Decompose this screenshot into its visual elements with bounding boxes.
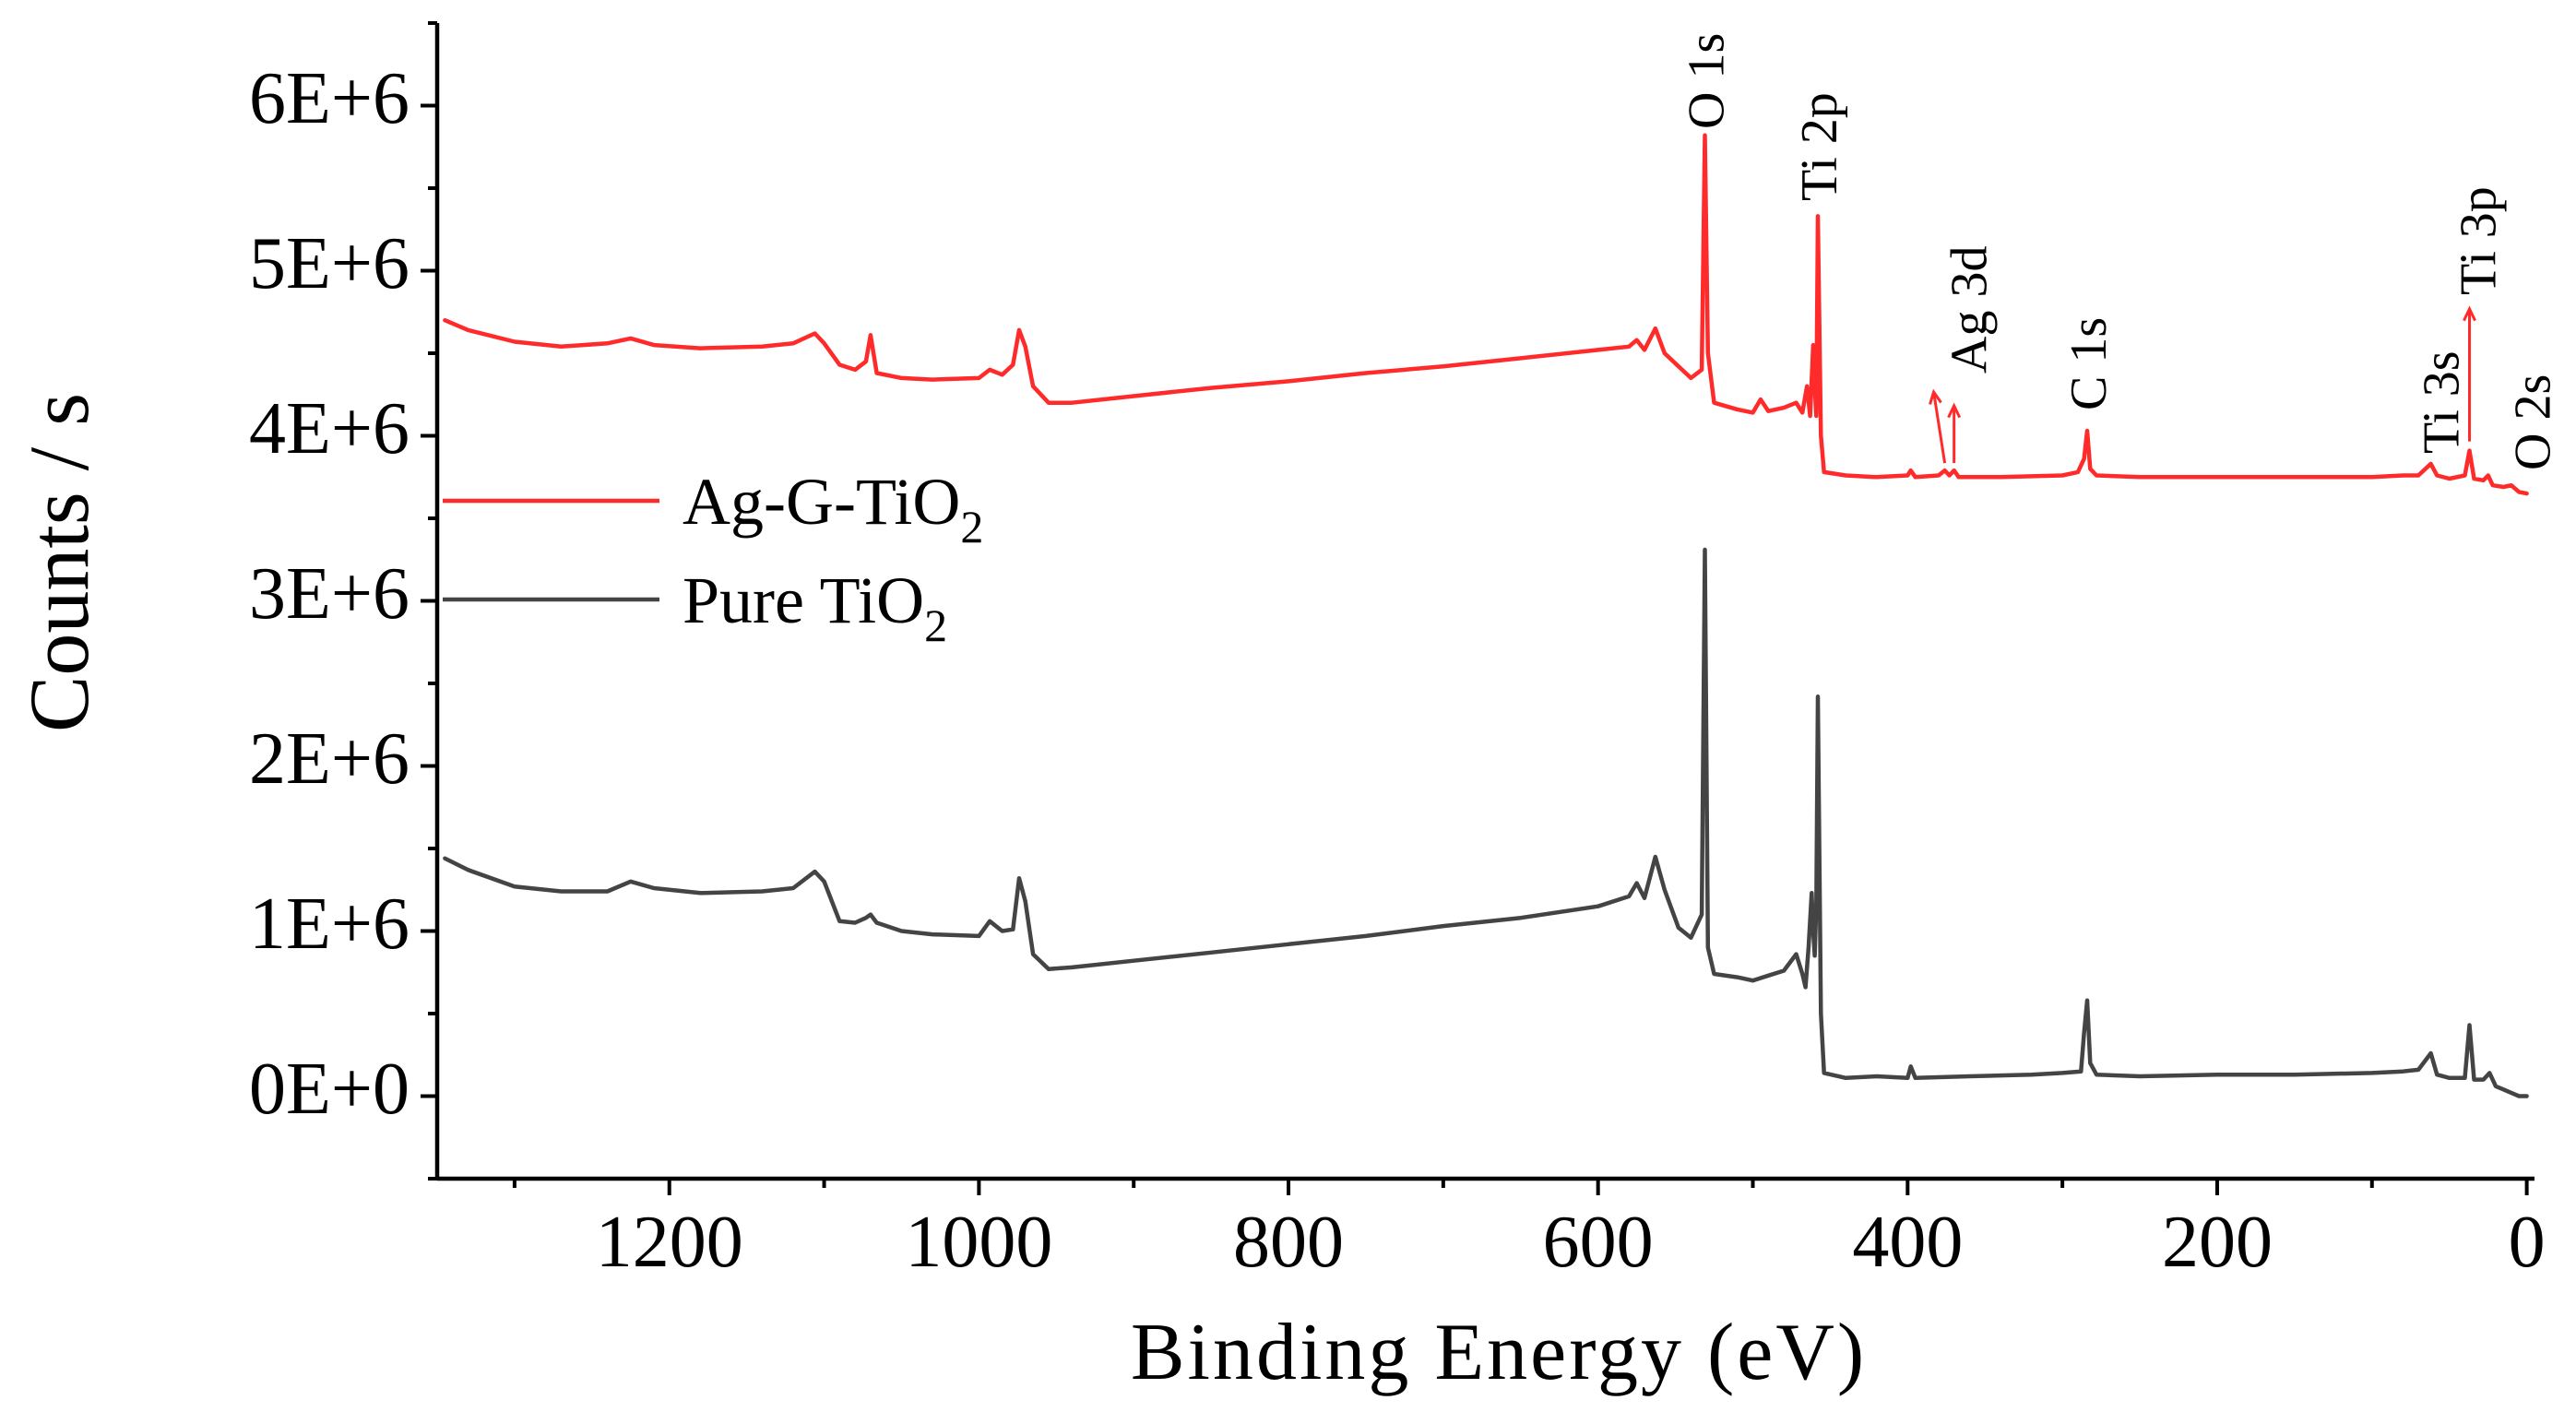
x-tick-label: 400 [1852, 1202, 1963, 1283]
y-tick-label: 3E+6 [249, 553, 410, 635]
y-tick-label: 4E+6 [249, 388, 410, 469]
x-tick-label: 1200 [596, 1202, 743, 1283]
y-tick-label: 0E+0 [249, 1049, 410, 1130]
peak-label-ti-3p: Ti 3p [2451, 186, 2508, 295]
x-tick-label: 1000 [905, 1202, 1052, 1283]
ag3d-arrow-1-head [1929, 388, 1942, 405]
legend-label-ag-g-tio2-base: Ag-G-TiO [683, 465, 960, 539]
series-layer [443, 133, 2529, 1098]
y-tick-label: 2E+6 [249, 718, 410, 800]
y-tick-label: 1E+6 [249, 884, 410, 965]
ag3d-arrow-2-head [1947, 402, 1962, 419]
x-tick-label: 200 [2162, 1202, 2273, 1283]
legend: Ag-G-TiO2 Pure TiO2 [443, 465, 983, 651]
x-axis-title: Binding Energy (eV) [1131, 1308, 1867, 1397]
peak-label-ti-3s: Ti 3s [2414, 350, 2471, 454]
legend-label-pure-tio2: Pure TiO2 [683, 564, 947, 651]
legend-label-pure-tio2-base: Pure TiO [683, 564, 924, 637]
peak-labels: O 1s Ti 2p Ag 3d C 1s Ti 3s Ti 3p O 2s [1679, 33, 2562, 470]
peak-label-o-2s: O 2s [2505, 374, 2562, 470]
y-ticks: 0E+0 1E+6 2E+6 3E+6 4E+6 5E+6 6E+6 [249, 21, 437, 1181]
peak-label-ti-2p: Ti 2p [1791, 92, 1848, 201]
legend-label-ag-g-tio2-sub: 2 [960, 501, 983, 552]
ag3d-arrow-1 [1929, 388, 1947, 464]
ti3p-arrow-head [2463, 305, 2476, 322]
peak-label-ag-3d: Ag 3d [1941, 246, 1998, 374]
peak-label-o-1s: O 1s [1679, 33, 1736, 129]
series-line-pure-tio2 [443, 547, 2529, 1098]
y-axis-title: Counts / s [12, 393, 106, 732]
x-ticks: 1200 1000 800 600 400 200 0 [512, 1179, 2546, 1283]
y-tick-label: 5E+6 [249, 223, 410, 304]
annotation-arrows [1929, 305, 2476, 464]
x-tick-label: 800 [1233, 1202, 1344, 1283]
ag3d-arrow-1-shaft [1932, 391, 1947, 464]
legend-label-ag-g-tio2: Ag-G-TiO2 [683, 465, 983, 552]
x-tick-label: 600 [1543, 1202, 1654, 1283]
y-tick-label: 6E+6 [249, 58, 410, 139]
ti3p-arrow [2463, 305, 2476, 442]
peak-label-c-1s: C 1s [2060, 317, 2118, 410]
x-tick-label: 0 [2509, 1202, 2546, 1283]
series-line-ag-g-tio2 [443, 133, 2529, 496]
legend-label-pure-tio2-sub: 2 [924, 599, 947, 651]
ag3d-arrow-2 [1947, 402, 1962, 464]
